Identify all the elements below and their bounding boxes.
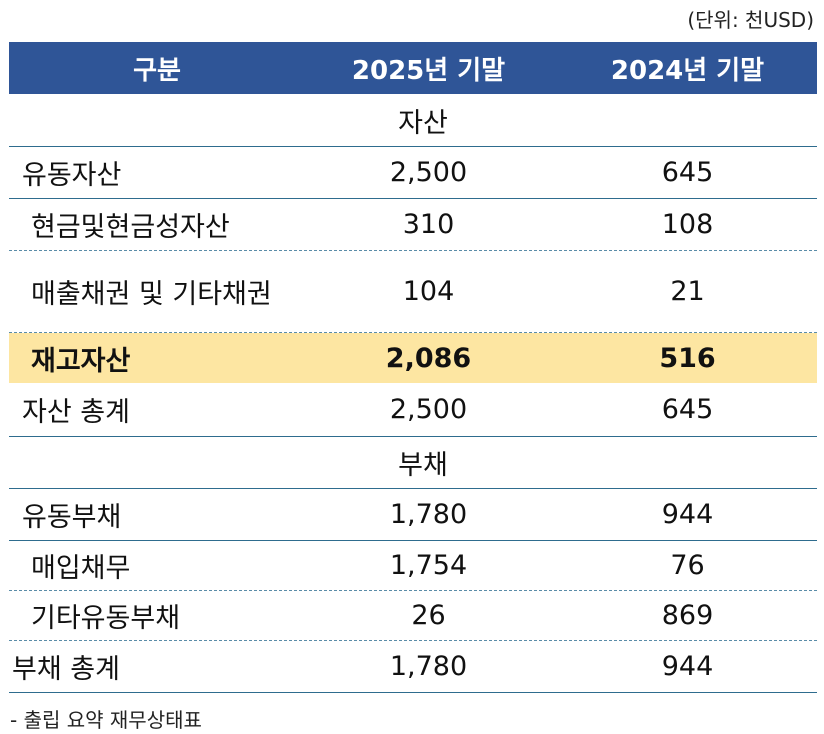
value-2024: 869 [661, 600, 714, 631]
section-assets: 자산 [9, 94, 817, 147]
value-2024: 944 [661, 499, 714, 530]
header-2025: 2025년 기말 [351, 55, 506, 86]
section-liabilities: 부채 [9, 437, 817, 489]
value-2024: 645 [661, 394, 714, 425]
value-2025: 104 [402, 276, 455, 307]
row-label: 유동부채 [22, 502, 122, 533]
value-2024: 645 [661, 157, 714, 188]
table-row: 매입채무 1,754 76 [9, 541, 817, 591]
row-label: 유동자산 [22, 160, 122, 191]
value-2025: 310 [402, 209, 455, 240]
section-label-liabilities: 부채 [398, 450, 448, 481]
table-row: 유동부채 1,780 944 [9, 489, 817, 541]
value-2024: 21 [670, 276, 705, 307]
value-2025: 1,780 [389, 499, 468, 530]
table-row: 매출채권 및 기타채권 104 21 [9, 251, 817, 333]
value-2024: 516 [659, 342, 716, 374]
value-2025: 2,500 [389, 157, 468, 188]
table-row: 기타유동부채 26 869 [9, 591, 817, 641]
unit-note: (단위: 천USD) [687, 8, 814, 32]
value-2025: 1,780 [389, 651, 468, 682]
header-category: 구분 [133, 55, 181, 86]
row-label: 재고자산 [31, 345, 131, 377]
table-row: 현금및현금성자산 310 108 [9, 199, 817, 251]
value-2025: 26 [411, 600, 446, 631]
footnote: - 출립 요약 재무상태표 [10, 708, 202, 732]
balance-sheet-table: 구분 2025년 기말 2024년 기말 자산 유동자산 2,500 645 현… [9, 42, 817, 693]
value-2025: 1,754 [389, 550, 468, 581]
value-2025: 2,500 [389, 394, 468, 425]
table-header: 구분 2025년 기말 2024년 기말 [9, 42, 817, 94]
row-label: 매입채무 [31, 553, 131, 584]
table-row-total: 부채 총계 1,780 944 [9, 641, 817, 693]
row-label: 매출채권 및 기타채권 [31, 279, 272, 310]
row-label: 현금및현금성자산 [31, 212, 230, 243]
row-label: 부채 총계 [12, 654, 120, 685]
value-2024: 76 [670, 550, 705, 581]
table-row-total: 자산 총계 2,500 645 [9, 383, 817, 437]
table-row-highlight: 재고자산 2,086 516 [9, 333, 817, 383]
value-2025: 2,086 [385, 342, 472, 374]
header-2024: 2024년 기말 [610, 55, 765, 86]
row-label: 자산 총계 [22, 397, 130, 428]
row-label: 기타유동부채 [31, 603, 181, 634]
value-2024: 944 [661, 651, 714, 682]
table-row: 유동자산 2,500 645 [9, 147, 817, 199]
value-2024: 108 [661, 209, 714, 240]
section-label-assets: 자산 [398, 107, 448, 139]
